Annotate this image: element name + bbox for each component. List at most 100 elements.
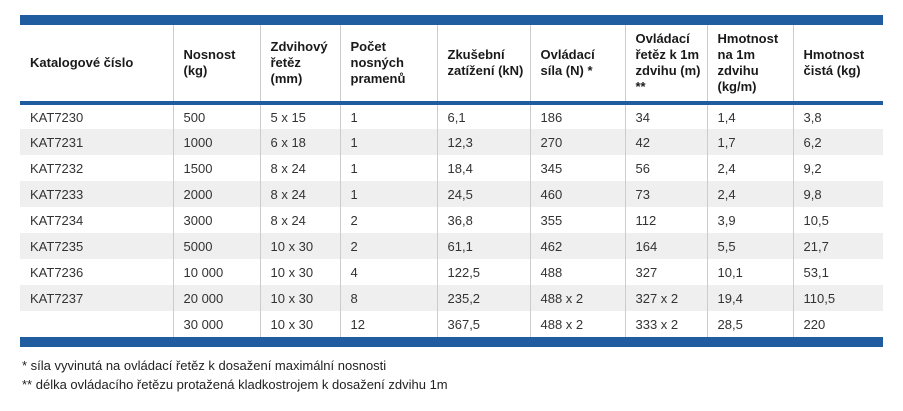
table-cell: 24,5 (437, 181, 531, 207)
table-cell: 10 x 30 (260, 285, 341, 311)
table-cell: 53,1 (803, 264, 829, 280)
column-header-ovladaci-sila: Ovládací síla (N) * (530, 25, 626, 105)
footnote-chain-length: ** délka ovládacího řetězu protažená kla… (22, 377, 448, 392)
table-row: KAT7235 5000 10 x 30 2 61,1 462 164 5,5 21,7 (20, 233, 883, 259)
table-cell: 1000 (173, 129, 261, 155)
table-cell: 460 (530, 181, 626, 207)
column-header-pocet-pramenu: Počet nosných pramenů (340, 25, 438, 105)
table-cell: KAT7237 (20, 285, 174, 311)
table-cell: 1,4 (707, 103, 794, 129)
table-cell: 8 x 24 (260, 155, 341, 181)
catalog-table: Katalogové číslo Nosnost (kg) Zdvihový ř… (20, 25, 883, 337)
table-cell: 2,4 (707, 181, 794, 207)
table-cell: KAT7234 (20, 207, 174, 233)
table-cell (20, 311, 174, 337)
table-cell: 367,5 (437, 311, 531, 337)
column-header-katalogove-cislo: Katalogové číslo (20, 25, 174, 105)
table-cell: 355 (530, 207, 626, 233)
table-cell: KAT7236 (20, 259, 174, 285)
table-cell: 10 000 (173, 259, 261, 285)
table-cell: 3,8 (803, 109, 822, 125)
table-cell: 220 (803, 316, 826, 332)
table-cell: 488 (530, 259, 626, 285)
column-header-ovladaci-retez: Ovládací řetěz k 1m zdvihu (m) ** (625, 25, 708, 105)
table-cell: 462 (530, 233, 626, 259)
table-cell: KAT7230 (20, 103, 174, 129)
table-cell: 30 000 (173, 311, 261, 337)
table-cell: 327 (625, 259, 708, 285)
table-row: KAT7233 2000 8 x 24 1 24,5 460 73 2,4 9,8 (20, 181, 883, 207)
table-cell: 10,5 (803, 212, 829, 228)
table-cell: 42 (625, 129, 708, 155)
table-cell: 4 (340, 259, 438, 285)
table-cell: KAT7235 (20, 233, 174, 259)
table-cell: 1500 (173, 155, 261, 181)
table-cell: 10,1 (707, 259, 794, 285)
table-cell: 1,7 (707, 129, 794, 155)
table-cell: 21,7 (803, 238, 829, 254)
table-cell: 9,2 (803, 160, 822, 176)
table-cell: 6,2 (803, 134, 822, 150)
table-cell: 36,8 (437, 207, 531, 233)
table-cell: 8 x 24 (260, 207, 341, 233)
table-cell: 270 (530, 129, 626, 155)
table-cell: 12,3 (437, 129, 531, 155)
table-cell: 61,1 (437, 233, 531, 259)
table-body: KAT7230 500 5 x 15 1 6,1 186 34 1,4 3,8 KAT7231 10… (20, 103, 883, 337)
table-cell: 10 x 30 (260, 233, 341, 259)
table-cell: 34 (625, 103, 708, 129)
table-cell: 488 x 2 (530, 285, 626, 311)
table-cell: 2 (340, 207, 438, 233)
table-bottom-bar (20, 337, 883, 347)
table-cell: 112 (625, 207, 708, 233)
footnote-control-force: * síla vyvinutá na ovládací řetěz k dosa… (22, 358, 387, 373)
table-row: KAT7234 3000 8 x 24 2 36,8 355 112 3,9 10,5 (20, 207, 883, 233)
table-cell: 28,5 (707, 311, 794, 337)
column-header-nosnost: Nosnost (kg) (173, 25, 261, 105)
table-cell: 2000 (173, 181, 261, 207)
table-cell: KAT7232 (20, 155, 174, 181)
table-cell: 8 (340, 285, 438, 311)
table-cell: 5000 (173, 233, 261, 259)
table-cell: KAT7231 (20, 129, 174, 155)
table-row: KAT7236 10 000 10 x 30 4 122,5 488 327 10,1 53,1 (20, 259, 883, 285)
table-cell: 164 (625, 233, 708, 259)
table-cell: 186 (530, 103, 626, 129)
table-cell: 1 (340, 155, 438, 181)
table-row: KAT7231 1000 6 x 18 1 12,3 270 42 1,7 6,2 (20, 129, 883, 155)
header-row: Katalogové číslo Nosnost (kg) Zdvihový ř… (20, 25, 883, 105)
column-header-zdvihovy-retez: Zdvihový řetěz (mm) (260, 25, 341, 105)
column-header-hmotnost-cista: Hmotnost čistá (kg) (793, 25, 883, 105)
table-row: 30 000 10 x 30 12 367,5 488 x 2 333 x 2 28,5 22… (20, 311, 883, 337)
table-cell: 500 (173, 103, 261, 129)
table-cell: 5,5 (707, 233, 794, 259)
column-header-zkusebni-zatizeni: Zkušební zatížení (kN) (437, 25, 531, 105)
table-row: KAT7230 500 5 x 15 1 6,1 186 34 1,4 3,8 (20, 103, 883, 129)
table-cell: 1 (340, 181, 438, 207)
table-row: KAT7232 1500 8 x 24 1 18,4 345 56 2,4 9,2 (20, 155, 883, 181)
table-cell: 9,8 (803, 186, 822, 202)
table-cell: 333 x 2 (625, 311, 708, 337)
table-cell: 6,1 (437, 103, 531, 129)
table-cell: 2,4 (707, 155, 794, 181)
table-cell: 327 x 2 (625, 285, 708, 311)
table-cell: 2 (340, 233, 438, 259)
table-cell: 3,9 (707, 207, 794, 233)
table-cell: 10 x 30 (260, 311, 341, 337)
table-cell: 345 (530, 155, 626, 181)
table-top-bar (20, 15, 883, 25)
catalog-table-section: Katalogové číslo Nosnost (kg) Zdvihový ř… (20, 15, 883, 394)
table-cell: KAT7233 (20, 181, 174, 207)
column-header-hmotnost-na-1m: Hmotnost na 1m zdvihu (kg/m) (707, 25, 794, 105)
table-cell: 122,5 (437, 259, 531, 285)
table-cell: 1 (340, 103, 438, 129)
table-cell: 19,4 (707, 285, 794, 311)
table-cell: 10 x 30 (260, 259, 341, 285)
table-cell: 1 (340, 129, 438, 155)
footnotes: * síla vyvinutá na ovládací řetěz k dosa… (22, 356, 883, 394)
table-cell: 73 (625, 181, 708, 207)
table-cell: 18,4 (437, 155, 531, 181)
table-cell: 56 (625, 155, 708, 181)
table-cell: 6 x 18 (260, 129, 341, 155)
table-cell: 488 x 2 (530, 311, 626, 337)
